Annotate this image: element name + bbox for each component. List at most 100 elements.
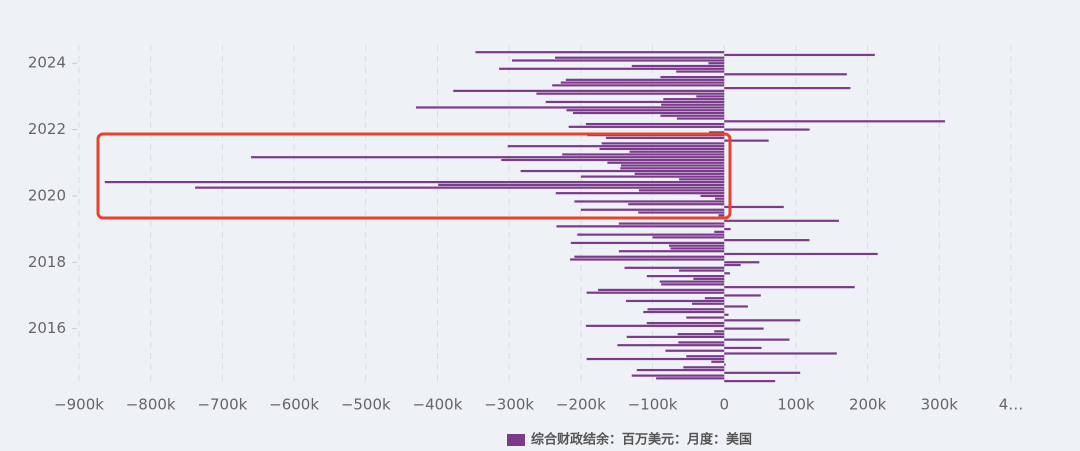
legend-swatch	[507, 434, 525, 446]
bar	[704, 297, 725, 300]
bar	[708, 62, 725, 65]
bar	[636, 368, 725, 372]
x-tick-label: −200k	[556, 396, 606, 414]
bar	[560, 81, 725, 84]
y-tick-label: 2018	[28, 253, 66, 271]
x-tick-label: −800k	[126, 396, 176, 414]
y-tick-label: 2024	[28, 54, 66, 72]
bar	[415, 106, 725, 109]
bar	[677, 333, 725, 336]
bar	[670, 247, 725, 250]
bar	[724, 53, 875, 57]
bar	[580, 208, 725, 211]
bar	[724, 319, 801, 322]
bar	[724, 219, 839, 222]
bar	[618, 250, 725, 253]
bar	[724, 338, 790, 341]
bar	[724, 380, 776, 383]
bar	[724, 272, 730, 275]
x-tick-label: −900k	[54, 396, 104, 414]
bar	[545, 100, 725, 104]
bar	[663, 98, 725, 101]
bar	[660, 114, 725, 117]
bar	[453, 89, 725, 92]
bar	[661, 103, 725, 106]
bar	[556, 225, 725, 228]
bar	[574, 255, 725, 258]
bar	[724, 239, 810, 242]
bar	[585, 122, 725, 126]
bar	[598, 288, 725, 291]
bar	[652, 236, 725, 239]
bar	[601, 142, 725, 145]
y-tick-label: 2022	[28, 120, 66, 138]
bar	[724, 352, 837, 355]
bar	[555, 56, 725, 59]
bar	[512, 59, 725, 62]
bar	[660, 75, 725, 79]
bar	[585, 324, 725, 327]
bar	[646, 275, 725, 278]
bar	[624, 266, 725, 269]
bar	[520, 169, 725, 173]
bar	[634, 172, 725, 175]
bar	[572, 111, 725, 115]
y-tick-label: 2020	[28, 186, 66, 204]
bar	[714, 330, 725, 333]
bar	[574, 200, 725, 203]
bar	[686, 355, 725, 358]
bar	[552, 84, 725, 87]
bar	[626, 335, 725, 339]
bar	[631, 374, 725, 377]
bar	[724, 261, 760, 264]
x-tick-label: 200k	[849, 396, 887, 414]
bar	[724, 73, 847, 76]
bar	[691, 302, 725, 305]
bar	[570, 258, 725, 261]
bar	[718, 214, 725, 217]
bar	[628, 203, 725, 206]
bar	[656, 377, 725, 380]
bar	[724, 128, 810, 131]
bar	[724, 252, 878, 256]
bar	[724, 327, 764, 330]
bar	[724, 263, 741, 267]
bar	[599, 147, 725, 151]
bar	[629, 150, 725, 153]
bar	[696, 95, 725, 98]
bar	[676, 70, 725, 73]
bar	[646, 321, 725, 325]
bar	[659, 280, 725, 283]
x-tick-label: −300k	[484, 396, 534, 414]
bar	[438, 183, 725, 186]
bar	[638, 189, 725, 192]
bar	[724, 120, 946, 123]
bar	[643, 310, 725, 314]
bar	[586, 357, 725, 361]
bar	[580, 175, 725, 178]
x-tick-label: −100k	[628, 396, 678, 414]
bar	[678, 341, 725, 344]
x-tick-label: −600k	[269, 396, 319, 414]
bar	[605, 136, 725, 139]
bar	[714, 197, 725, 200]
bar	[566, 109, 725, 112]
bar	[638, 211, 725, 214]
bar	[631, 64, 725, 68]
bar	[724, 139, 769, 142]
x-tick-label: 300k	[921, 396, 959, 414]
bar	[709, 131, 725, 134]
bar	[507, 145, 725, 148]
bar	[475, 51, 725, 54]
bar	[618, 222, 725, 225]
bar	[724, 286, 855, 289]
bar	[586, 291, 725, 294]
highlight-box	[96, 132, 732, 220]
x-tick-label: −400k	[413, 396, 463, 414]
bar	[676, 117, 725, 120]
bar	[195, 186, 725, 189]
bar	[607, 161, 725, 164]
bar	[499, 67, 725, 70]
